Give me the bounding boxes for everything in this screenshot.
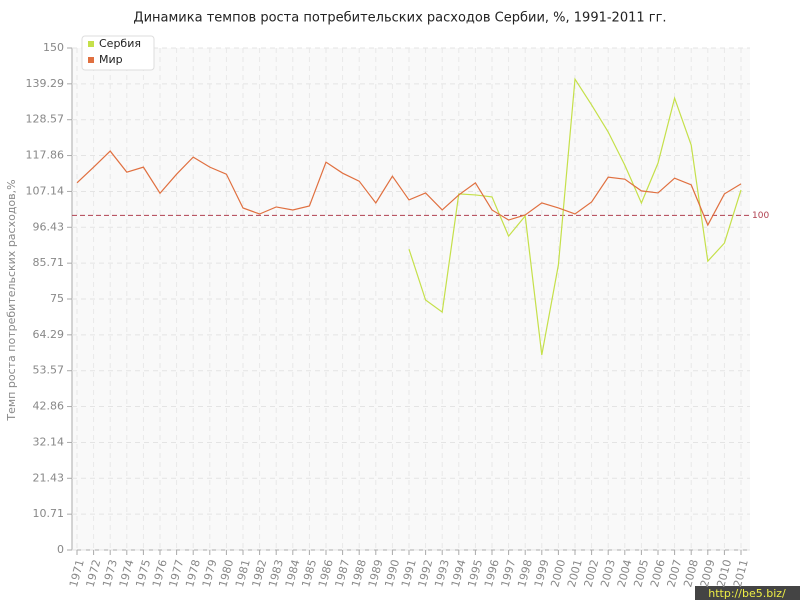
y-tick-label: 0 (57, 543, 64, 556)
y-tick-label: 107.14 (26, 184, 65, 197)
legend-swatch (88, 57, 94, 63)
y-tick-label: 139.29 (26, 77, 65, 90)
legend-label: Сербия (99, 37, 141, 50)
y-tick-label: 128.57 (26, 113, 65, 126)
y-tick-label: 75 (50, 292, 64, 305)
x-tick-label: 2011 (731, 558, 751, 588)
legend-swatch (88, 41, 94, 47)
y-tick-label: 10.71 (33, 507, 65, 520)
y-tick-label: 42.86 (33, 400, 65, 413)
series-line (408, 77, 742, 355)
watermark: http://be5.biz/ (708, 587, 786, 600)
watermark-bg (695, 586, 800, 600)
y-tick-label: 64.29 (33, 328, 65, 341)
y-tick-label: 150 (43, 41, 64, 54)
y-tick-label: 53.57 (33, 364, 65, 377)
y-tick-label: 96.43 (33, 220, 65, 233)
legend-label: Мир (99, 53, 123, 66)
legend-box (81, 35, 155, 71)
series-line (76, 150, 742, 227)
y-tick-label: 85.71 (33, 256, 65, 269)
y-axis-label: Темп роста потребительских расходов,% (5, 179, 18, 421)
y-tick-label: 32.14 (33, 435, 65, 448)
reference-label: 100 (752, 211, 769, 221)
y-tick-label: 21.43 (33, 471, 65, 484)
chart-title: Динамика темпов роста потребительских ра… (133, 11, 666, 26)
y-tick-label: 117.86 (26, 149, 65, 162)
